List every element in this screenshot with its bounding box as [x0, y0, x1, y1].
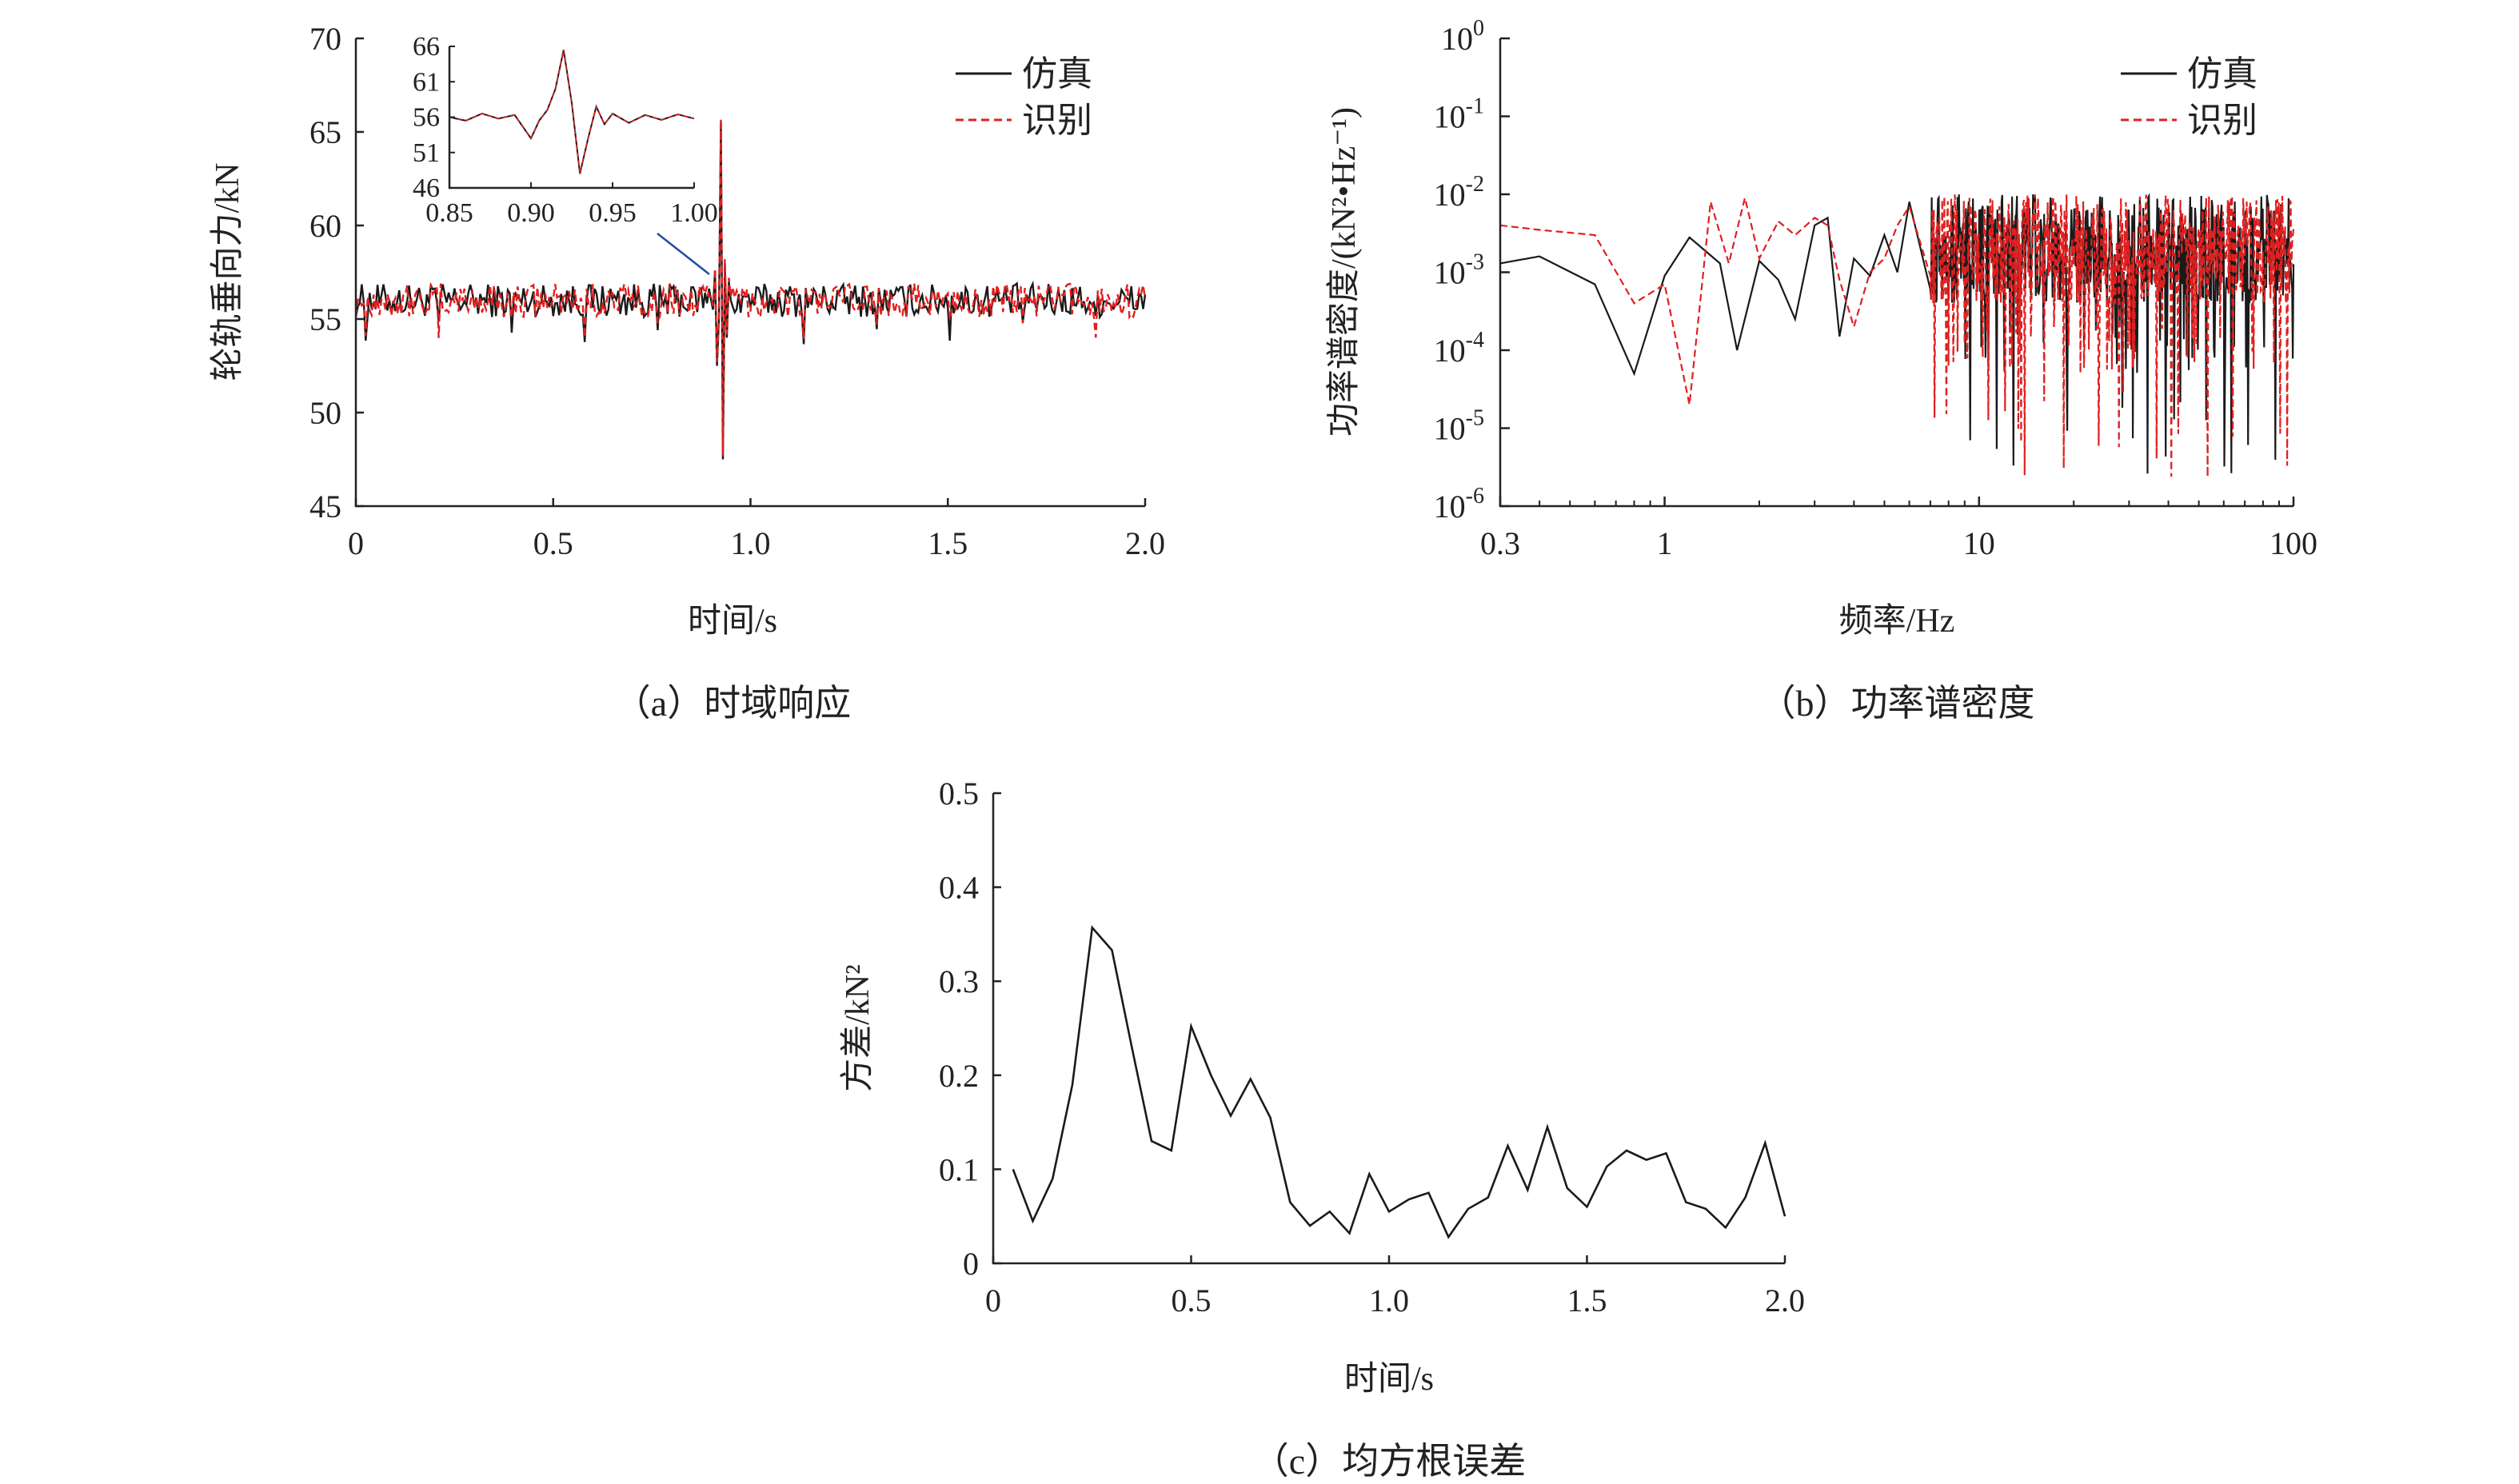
y-tick-label: 10-4	[1434, 328, 1484, 369]
panel-b-marks	[1499, 193, 2295, 477]
inset-line-identified	[449, 50, 695, 174]
legend-label-sim: 仿真	[2187, 54, 2258, 94]
y-tick-label: 10-6	[1434, 484, 1484, 525]
inset-marks	[449, 50, 695, 174]
inset-y-tick-label: 51	[413, 138, 440, 168]
inset-y-tick-label: 66	[413, 32, 440, 62]
panel-a-caption: （a）时域响应	[614, 683, 851, 724]
x-tick-label: 100	[2269, 525, 2317, 561]
legend-label-sim: 仿真	[1022, 54, 1092, 94]
panel-a-ylabel: 轮轨垂向力/kN	[210, 162, 246, 381]
y-tick-label: 0.4	[939, 870, 979, 906]
x-tick-label: 0.5	[533, 525, 573, 561]
panel-c-ticks: 0 0.5 1.0 1.5 2.0 0 0.1 0.2 0.3 0.4 0.5	[939, 776, 1805, 1318]
panel-b-ticks: 0.3 1 10 100 10-6 10-5 10-4 10-3 10-2 10-1 100	[1434, 16, 2317, 561]
x-tick-label: 1.0	[731, 525, 771, 561]
panel-c-xlabel: 时间/s	[1344, 1361, 1434, 1398]
inset-y-tick-label: 56	[413, 103, 440, 133]
x-tick-label: 1	[1657, 525, 1673, 561]
y-tick-label: 0.2	[939, 1058, 979, 1094]
x-tick-label: 0.5	[1172, 1283, 1212, 1318]
y-tick-label: 100	[1441, 16, 1484, 57]
y-tick-label: 60	[309, 208, 341, 244]
panel-b-caption: （b）功率谱密度	[1759, 683, 2035, 724]
x-tick-label: 1.5	[928, 525, 968, 561]
panel-a-marks	[354, 118, 1147, 460]
inset-y-tick-label: 61	[413, 67, 440, 97]
inset-line-simulated	[449, 50, 695, 174]
inset-axes	[448, 46, 694, 189]
panel-c-caption: （c）均方根误差	[1252, 1441, 1526, 1482]
y-tick-label: 0.5	[939, 776, 979, 812]
panel-b-legend: 仿真 识别	[2121, 54, 2258, 140]
y-tick-label: 70	[309, 21, 341, 57]
inset-x-tick-label: 0.90	[507, 198, 555, 228]
y-tick-label: 45	[309, 489, 341, 525]
y-tick-label: 65	[309, 114, 341, 150]
x-tick-label: 2.0	[1125, 525, 1165, 561]
y-tick-label: 0.3	[939, 963, 979, 999]
panel-a-xlabel: 时间/s	[688, 603, 777, 640]
panel-c-rmse: 0 0.5 1.0 1.5 2.0 0 0.1 0.2 0.3 0.4 0.5 时间/s 方差/kN…	[840, 776, 1805, 1482]
y-tick-label: 10-1	[1434, 94, 1484, 135]
series-line-identified	[1499, 194, 2295, 477]
inset-ticks: 0.85 0.90 0.95 1.00 46 51 56 61 66	[413, 32, 718, 228]
y-tick-label: 10-5	[1434, 406, 1484, 447]
legend-label-id: 识别	[1022, 101, 1092, 140]
x-tick-label: 1.5	[1567, 1283, 1607, 1318]
y-tick-label: 10-3	[1434, 250, 1484, 291]
panel-a-legend: 仿真 识别	[956, 54, 1092, 140]
panel-b-ylabel: 功率谱密度/(kN²•Hz⁻¹)	[1325, 107, 1363, 437]
x-tick-label: 1.0	[1369, 1283, 1409, 1318]
inset-x-tick-label: 0.95	[589, 198, 637, 228]
x-tick-label: 10	[1963, 525, 1995, 561]
y-tick-label: 0.1	[939, 1151, 979, 1187]
legend-label-id: 识别	[2187, 101, 2258, 140]
panel-c-ylabel: 方差/kN²	[840, 964, 876, 1092]
y-tick-label: 55	[309, 301, 341, 337]
x-tick-label: 0.3	[1480, 525, 1520, 561]
series-line-identified	[354, 118, 1147, 456]
y-tick-label: 10-2	[1434, 172, 1484, 213]
x-tick-label: 0	[348, 525, 364, 561]
panel-c-marks	[1012, 925, 1786, 1239]
panel-a-ticks: 0 0.5 1.0 1.5 2.0 45 50 55 60 65 70	[309, 21, 1165, 561]
series-line-variance	[1012, 925, 1786, 1239]
y-tick-label: 0	[963, 1246, 979, 1282]
inset-y-tick-label: 46	[413, 174, 440, 203]
x-tick-label: 0	[985, 1283, 1001, 1318]
y-tick-label: 50	[309, 395, 341, 431]
inset-x-tick-label: 1.00	[670, 198, 718, 228]
x-tick-label: 2.0	[1765, 1283, 1805, 1318]
panel-b-psd: 0.3 1 10 100 10-6 10-5 10-4 10-3 10-2 10-1 100 频率/…	[1325, 16, 2317, 724]
inset-pointer-line	[657, 233, 710, 275]
series-line-simulated	[354, 122, 1147, 460]
inset-x-tick-label: 0.85	[425, 198, 473, 228]
panel-a-inset: 0.85 0.90 0.95 1.00 46 51 56 61 66	[413, 32, 718, 275]
panel-c-axes	[992, 793, 1785, 1265]
panel-b-xlabel: 频率/Hz	[1839, 602, 1955, 640]
